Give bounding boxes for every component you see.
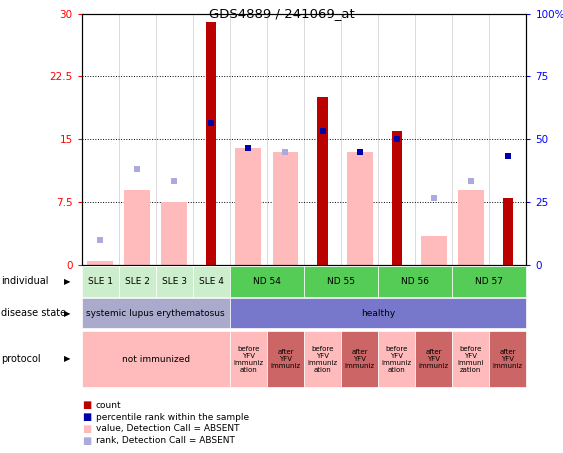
Text: ▶: ▶ <box>64 308 70 318</box>
Text: not immunized: not immunized <box>122 355 190 363</box>
Bar <box>458 190 484 265</box>
Text: after
YFV
immuniz: after YFV immuniz <box>345 349 375 369</box>
Bar <box>347 152 373 265</box>
Bar <box>272 152 298 265</box>
Text: ND 57: ND 57 <box>475 277 503 286</box>
Bar <box>124 190 150 265</box>
Bar <box>162 202 187 265</box>
Text: individual: individual <box>1 276 48 286</box>
Text: value, Detection Call = ABSENT: value, Detection Call = ABSENT <box>96 424 239 434</box>
Bar <box>503 198 513 265</box>
Text: count: count <box>96 401 122 410</box>
Text: ■: ■ <box>82 412 91 422</box>
Text: ■: ■ <box>82 400 91 410</box>
Text: before
YFV
immuni
zation: before YFV immuni zation <box>458 346 484 372</box>
Text: before
YFV
immuniz
ation: before YFV immuniz ation <box>233 346 263 372</box>
Text: ▶: ▶ <box>64 277 70 286</box>
Text: SLE 2: SLE 2 <box>125 277 150 286</box>
Text: before
YFV
immuniz
ation: before YFV immuniz ation <box>307 346 338 372</box>
Text: SLE 4: SLE 4 <box>199 277 224 286</box>
Text: ■: ■ <box>82 424 91 434</box>
Text: before
YFV
immuniz
ation: before YFV immuniz ation <box>382 346 412 372</box>
Text: rank, Detection Call = ABSENT: rank, Detection Call = ABSENT <box>96 436 235 445</box>
Text: ND 56: ND 56 <box>401 277 429 286</box>
Text: protocol: protocol <box>1 354 41 364</box>
Text: SLE 1: SLE 1 <box>88 277 113 286</box>
Text: SLE 3: SLE 3 <box>162 277 187 286</box>
Bar <box>421 236 446 265</box>
Text: ND 54: ND 54 <box>253 277 281 286</box>
Bar <box>392 131 402 265</box>
Bar <box>235 148 261 265</box>
Text: ▶: ▶ <box>64 355 70 363</box>
Text: disease state: disease state <box>1 308 66 318</box>
Text: after
YFV
immuniz: after YFV immuniz <box>419 349 449 369</box>
Text: after
YFV
immuniz: after YFV immuniz <box>493 349 523 369</box>
Bar <box>318 97 328 265</box>
Text: after
YFV
immuniz: after YFV immuniz <box>270 349 301 369</box>
Bar <box>206 22 216 265</box>
Text: GDS4889 / 241069_at: GDS4889 / 241069_at <box>209 7 354 20</box>
Text: percentile rank within the sample: percentile rank within the sample <box>96 413 249 422</box>
Text: systemic lupus erythematosus: systemic lupus erythematosus <box>87 308 225 318</box>
Text: healthy: healthy <box>361 308 395 318</box>
Text: ■: ■ <box>82 436 91 446</box>
Bar <box>87 261 113 265</box>
Text: ND 55: ND 55 <box>327 277 355 286</box>
